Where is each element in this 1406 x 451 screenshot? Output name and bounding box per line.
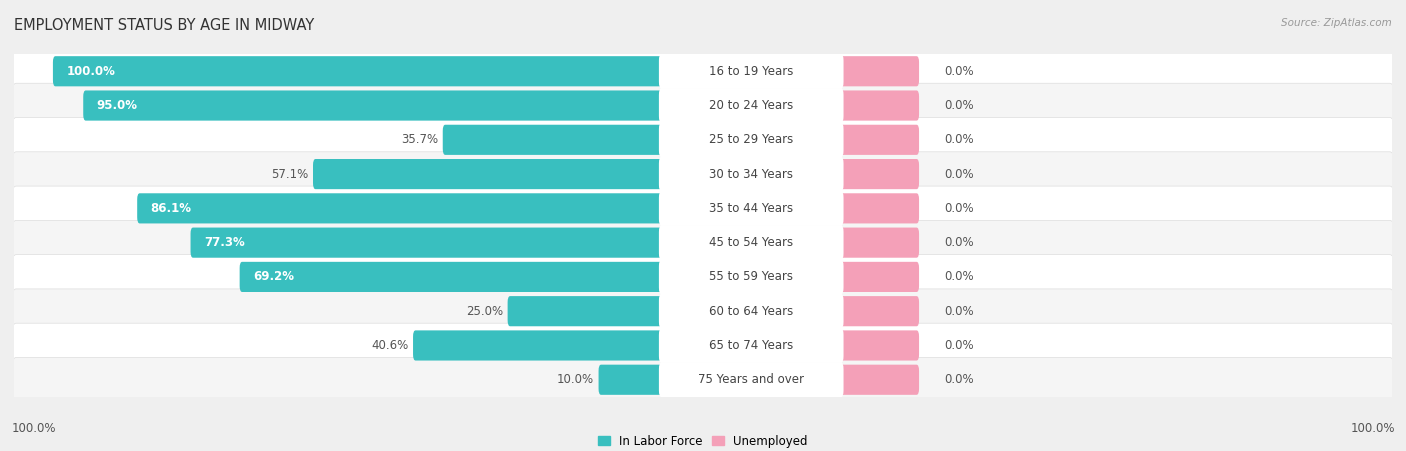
FancyBboxPatch shape xyxy=(599,365,664,395)
Text: 0.0%: 0.0% xyxy=(945,202,974,215)
FancyBboxPatch shape xyxy=(838,228,920,258)
FancyBboxPatch shape xyxy=(659,191,844,226)
FancyBboxPatch shape xyxy=(13,323,1393,368)
FancyBboxPatch shape xyxy=(138,193,664,223)
FancyBboxPatch shape xyxy=(13,186,1393,230)
FancyBboxPatch shape xyxy=(659,362,844,397)
Legend: In Labor Force, Unemployed: In Labor Force, Unemployed xyxy=(593,430,813,451)
Text: 77.3%: 77.3% xyxy=(204,236,245,249)
Text: 100.0%: 100.0% xyxy=(66,65,115,78)
FancyBboxPatch shape xyxy=(314,159,664,189)
FancyBboxPatch shape xyxy=(508,296,664,326)
Text: 0.0%: 0.0% xyxy=(945,271,974,283)
Text: 35.7%: 35.7% xyxy=(401,133,439,146)
FancyBboxPatch shape xyxy=(659,259,844,295)
Text: 69.2%: 69.2% xyxy=(253,271,294,283)
FancyBboxPatch shape xyxy=(659,54,844,89)
Text: 60 to 64 Years: 60 to 64 Years xyxy=(709,305,793,318)
FancyBboxPatch shape xyxy=(13,49,1393,93)
Text: 95.0%: 95.0% xyxy=(97,99,138,112)
Text: 65 to 74 Years: 65 to 74 Years xyxy=(709,339,793,352)
FancyBboxPatch shape xyxy=(13,83,1393,128)
Text: 0.0%: 0.0% xyxy=(945,373,974,386)
Text: 100.0%: 100.0% xyxy=(1350,422,1395,435)
Text: 86.1%: 86.1% xyxy=(150,202,191,215)
FancyBboxPatch shape xyxy=(659,122,844,157)
Text: 16 to 19 Years: 16 to 19 Years xyxy=(709,65,793,78)
Text: 0.0%: 0.0% xyxy=(945,133,974,146)
Text: 0.0%: 0.0% xyxy=(945,236,974,249)
Text: 0.0%: 0.0% xyxy=(945,99,974,112)
Text: 75 Years and over: 75 Years and over xyxy=(699,373,804,386)
FancyBboxPatch shape xyxy=(659,328,844,363)
Text: 45 to 54 Years: 45 to 54 Years xyxy=(709,236,793,249)
Text: 30 to 34 Years: 30 to 34 Years xyxy=(709,168,793,180)
FancyBboxPatch shape xyxy=(13,118,1393,162)
Text: 55 to 59 Years: 55 to 59 Years xyxy=(709,271,793,283)
Text: 0.0%: 0.0% xyxy=(945,305,974,318)
Text: 10.0%: 10.0% xyxy=(557,373,595,386)
FancyBboxPatch shape xyxy=(13,358,1393,402)
Text: 25.0%: 25.0% xyxy=(465,305,503,318)
Text: 0.0%: 0.0% xyxy=(945,168,974,180)
Text: 57.1%: 57.1% xyxy=(271,168,308,180)
FancyBboxPatch shape xyxy=(13,289,1393,333)
FancyBboxPatch shape xyxy=(659,88,844,123)
Text: 35 to 44 Years: 35 to 44 Years xyxy=(709,202,793,215)
Text: 0.0%: 0.0% xyxy=(945,65,974,78)
FancyBboxPatch shape xyxy=(838,296,920,326)
FancyBboxPatch shape xyxy=(838,56,920,86)
FancyBboxPatch shape xyxy=(838,159,920,189)
FancyBboxPatch shape xyxy=(838,262,920,292)
FancyBboxPatch shape xyxy=(13,152,1393,196)
FancyBboxPatch shape xyxy=(838,91,920,120)
FancyBboxPatch shape xyxy=(659,156,844,192)
FancyBboxPatch shape xyxy=(191,228,664,258)
Text: Source: ZipAtlas.com: Source: ZipAtlas.com xyxy=(1281,18,1392,28)
Text: 40.6%: 40.6% xyxy=(371,339,409,352)
FancyBboxPatch shape xyxy=(659,225,844,260)
FancyBboxPatch shape xyxy=(838,125,920,155)
Text: 20 to 24 Years: 20 to 24 Years xyxy=(709,99,793,112)
FancyBboxPatch shape xyxy=(838,365,920,395)
Text: 0.0%: 0.0% xyxy=(945,339,974,352)
FancyBboxPatch shape xyxy=(413,331,664,360)
FancyBboxPatch shape xyxy=(838,331,920,360)
FancyBboxPatch shape xyxy=(13,221,1393,265)
FancyBboxPatch shape xyxy=(838,193,920,223)
FancyBboxPatch shape xyxy=(53,56,664,86)
Text: 100.0%: 100.0% xyxy=(11,422,56,435)
Text: EMPLOYMENT STATUS BY AGE IN MIDWAY: EMPLOYMENT STATUS BY AGE IN MIDWAY xyxy=(14,18,315,33)
FancyBboxPatch shape xyxy=(13,255,1393,299)
FancyBboxPatch shape xyxy=(443,125,664,155)
FancyBboxPatch shape xyxy=(659,294,844,329)
FancyBboxPatch shape xyxy=(83,91,664,120)
FancyBboxPatch shape xyxy=(239,262,664,292)
Text: 25 to 29 Years: 25 to 29 Years xyxy=(709,133,793,146)
